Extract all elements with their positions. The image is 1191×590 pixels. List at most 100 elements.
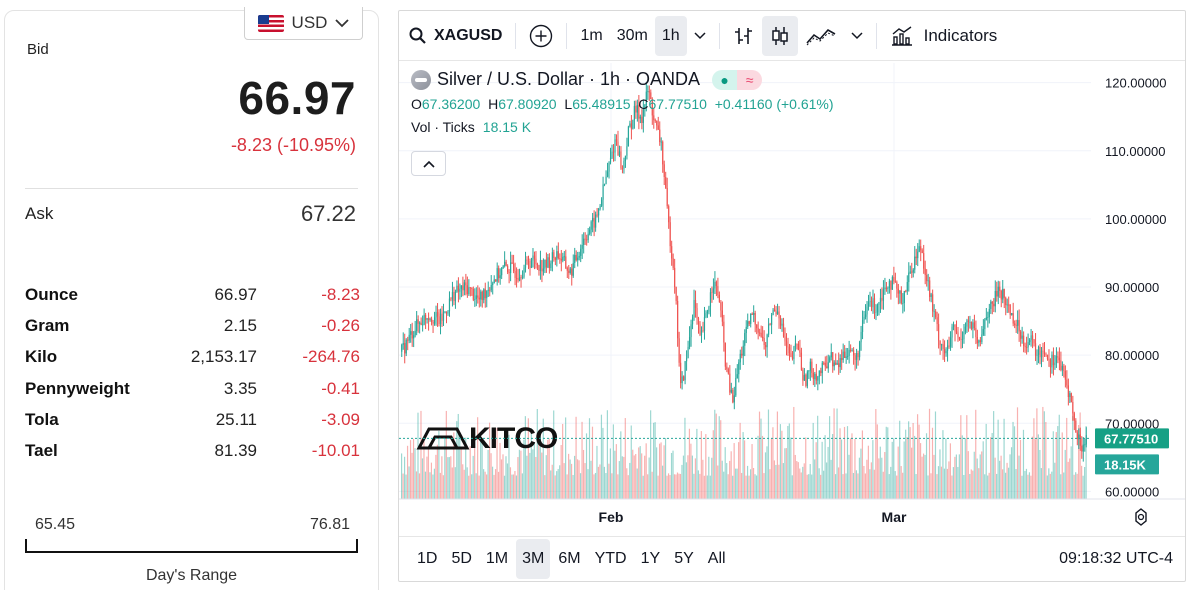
candle-body (481, 291, 483, 301)
volume-bar (866, 459, 868, 499)
candle-body (917, 251, 919, 259)
collapse-legend-button[interactable] (411, 151, 446, 176)
volume-bar (645, 443, 647, 499)
volume-bar (572, 474, 574, 499)
symbol-search[interactable]: XAGUSD (399, 16, 509, 56)
volume-bar (582, 449, 585, 499)
volume-bar (714, 409, 716, 499)
candle-body (920, 246, 922, 251)
volume-bar (588, 418, 591, 499)
volume-bar (894, 471, 896, 499)
range-5d[interactable]: 5D (451, 550, 472, 567)
interval-30m[interactable]: 30m (616, 26, 648, 44)
volume-bar (602, 427, 604, 499)
interval-dropdown[interactable] (687, 16, 713, 56)
range-5y[interactable]: 5Y (674, 550, 694, 567)
candle-body (717, 286, 719, 295)
range-1y[interactable]: 1Y (640, 550, 661, 567)
candle-body (1026, 347, 1028, 349)
volume-bar (403, 456, 406, 499)
volume-bar (606, 410, 608, 499)
candle-body (863, 316, 865, 321)
volume-bar (690, 443, 692, 499)
candle-body (718, 294, 720, 303)
candle-body (726, 366, 728, 370)
candle-body (720, 302, 722, 311)
range-all[interactable]: All (707, 550, 726, 567)
volume-bar (706, 475, 708, 499)
candle-body (727, 369, 729, 374)
range-ytd[interactable]: YTD (594, 550, 627, 567)
candle-body (486, 290, 488, 299)
volume-bar (1016, 407, 1019, 499)
volume-bar (600, 414, 603, 499)
candle-body (827, 362, 829, 369)
area-chart-icon (806, 28, 836, 45)
candle-body (457, 285, 460, 292)
interval-1m[interactable]: 1m (580, 26, 603, 44)
candle-body (779, 318, 782, 326)
range-1d[interactable]: 1D (417, 550, 438, 567)
volume-bar (569, 459, 571, 499)
candle-body (593, 217, 595, 228)
volume-bar (975, 409, 977, 499)
volume-bar (960, 415, 962, 499)
candle-body (518, 277, 521, 281)
candle-body (550, 263, 552, 269)
interval-1h[interactable]: 1h (654, 15, 687, 56)
volume-bar (562, 423, 564, 499)
area-style-button[interactable] (798, 16, 844, 56)
candle-body (912, 269, 914, 273)
volume-bar (732, 475, 734, 499)
candle-body (668, 206, 670, 223)
candle-body (1078, 434, 1080, 440)
candle-body (927, 280, 929, 282)
candle-body (894, 281, 896, 283)
volume-bar (669, 475, 671, 499)
indicators-button[interactable]: Indicators (883, 16, 1005, 56)
candle-body (633, 105, 635, 121)
volume-bar (990, 437, 992, 499)
volume-bar (934, 411, 937, 499)
volume-bar (945, 438, 947, 499)
volume-bar (739, 422, 741, 499)
candle-body (850, 349, 852, 352)
range-3m[interactable]: 3M (516, 539, 551, 579)
candle-body (876, 304, 879, 313)
volume-bar (875, 409, 877, 499)
candle-body (459, 288, 461, 292)
price-chart[interactable]: 120.00000 110.00000 100.00000 90.00000 80.00… (399, 11, 1186, 582)
compare-button[interactable] (522, 16, 560, 56)
bars-style-button[interactable] (726, 16, 762, 56)
volume-bar (933, 454, 935, 499)
candle-body (554, 258, 556, 260)
candle-body (784, 336, 786, 342)
candle-body (703, 317, 706, 331)
candle-body (797, 344, 800, 351)
candle-body (820, 370, 822, 374)
candle-body (1002, 288, 1004, 300)
chart-clock[interactable]: 09:18:32 UTC-4 (1059, 550, 1173, 567)
volume-bar (997, 419, 999, 499)
volume-bar (651, 471, 653, 499)
candle-body (888, 280, 890, 288)
candle-body (742, 345, 744, 356)
unit-price: 2.15 (223, 315, 257, 335)
volume-bar (942, 430, 944, 499)
volume-bar (532, 449, 534, 499)
volume-bar (1010, 447, 1013, 499)
range-6m[interactable]: 6M (558, 550, 581, 567)
volume-bar (951, 475, 953, 499)
volume-bar (500, 459, 503, 499)
chart-style-dropdown[interactable] (844, 16, 870, 56)
candle-body (896, 282, 898, 289)
candle-body (817, 376, 819, 381)
unit-change: -8.23 (321, 284, 360, 304)
candles-style-button[interactable] (761, 15, 798, 56)
candle-body (893, 277, 895, 282)
range-1m[interactable]: 1M (485, 550, 509, 567)
market-status-badge[interactable]: ● ≈ (712, 69, 763, 90)
currency-select[interactable]: USD (244, 7, 363, 40)
candle-body (706, 311, 709, 314)
candle-body (768, 324, 770, 335)
